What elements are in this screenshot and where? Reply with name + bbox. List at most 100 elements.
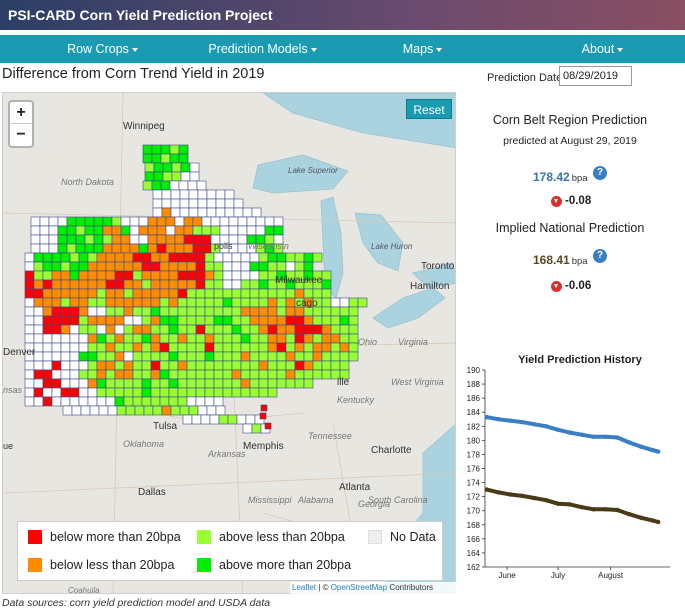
- county-cell[interactable]: [123, 369, 134, 380]
- county-cell[interactable]: [249, 288, 260, 299]
- county-cell[interactable]: [78, 396, 89, 407]
- county-cell[interactable]: [249, 252, 260, 263]
- county-cell[interactable]: [161, 207, 172, 218]
- county-cell[interactable]: [150, 387, 161, 398]
- county-cell[interactable]: [240, 297, 251, 308]
- county-cell[interactable]: [200, 414, 211, 425]
- county-cell[interactable]: [186, 270, 197, 281]
- county-cell[interactable]: [84, 243, 95, 254]
- county-cell[interactable]: [195, 342, 206, 353]
- county-cell[interactable]: [42, 378, 53, 389]
- county-cell[interactable]: [222, 306, 233, 317]
- county-cell[interactable]: [276, 351, 287, 362]
- county-cell[interactable]: [177, 315, 188, 326]
- county-cell[interactable]: [224, 198, 235, 209]
- county-cell[interactable]: [129, 216, 140, 227]
- county-cell[interactable]: [114, 315, 125, 326]
- county-cell[interactable]: [258, 315, 269, 326]
- county-cell[interactable]: [222, 351, 233, 362]
- county-cell[interactable]: [33, 324, 44, 335]
- nav-maps[interactable]: Maps: [320, 35, 525, 63]
- county-cell[interactable]: [111, 216, 122, 227]
- county-cell[interactable]: [42, 342, 53, 353]
- county-cell[interactable]: [186, 315, 197, 326]
- county-cell[interactable]: [168, 351, 179, 362]
- county-cell[interactable]: [78, 288, 89, 299]
- county-cell[interactable]: [24, 333, 35, 344]
- county-cell[interactable]: [132, 288, 143, 299]
- county-cell[interactable]: [245, 414, 256, 425]
- county-cell[interactable]: [69, 315, 80, 326]
- county-cell[interactable]: [78, 351, 89, 362]
- county-cell[interactable]: [60, 333, 71, 344]
- county-cell[interactable]: [57, 234, 68, 245]
- county-cell[interactable]: [132, 261, 143, 272]
- county-cell[interactable]: [222, 387, 233, 398]
- county-cell[interactable]: [141, 324, 152, 335]
- county-cell[interactable]: [24, 288, 35, 299]
- county-cell[interactable]: [160, 153, 171, 164]
- county-cell[interactable]: [231, 333, 242, 344]
- county-cell[interactable]: [24, 315, 35, 326]
- county-cell[interactable]: [273, 225, 284, 236]
- county-cell[interactable]: [152, 198, 163, 209]
- county-cell[interactable]: [204, 342, 215, 353]
- county-cell[interactable]: [204, 252, 215, 263]
- county-cell[interactable]: [62, 405, 73, 416]
- county-cell[interactable]: [168, 261, 179, 272]
- county-cell[interactable]: [141, 351, 152, 362]
- county-cell[interactable]: [348, 333, 359, 344]
- county-cell[interactable]: [33, 369, 44, 380]
- county-cell[interactable]: [213, 261, 224, 272]
- county-cell[interactable]: [60, 324, 71, 335]
- county-cell[interactable]: [132, 378, 143, 389]
- county-cell[interactable]: [258, 297, 269, 308]
- county-cell[interactable]: [24, 261, 35, 272]
- county-cell[interactable]: [160, 180, 171, 191]
- county-cell[interactable]: [96, 378, 107, 389]
- county-cell[interactable]: [51, 378, 62, 389]
- county-cell[interactable]: [123, 333, 134, 344]
- county-cell[interactable]: [132, 360, 143, 371]
- county-cell[interactable]: [240, 324, 251, 335]
- county-cell[interactable]: [84, 225, 95, 236]
- county-cell[interactable]: [330, 342, 341, 353]
- county-cell[interactable]: [51, 333, 62, 344]
- county-cell[interactable]: [204, 270, 215, 281]
- county-cell[interactable]: [197, 207, 208, 218]
- county-cell[interactable]: [249, 324, 260, 335]
- county-cell[interactable]: [123, 270, 134, 281]
- county-cell[interactable]: [69, 387, 80, 398]
- county-cell[interactable]: [66, 234, 77, 245]
- county-cell[interactable]: [134, 405, 145, 416]
- county-cell[interactable]: [246, 216, 257, 227]
- county-cell[interactable]: [141, 333, 152, 344]
- county-cell[interactable]: [267, 369, 278, 380]
- county-cell[interactable]: [237, 234, 248, 245]
- county-cell[interactable]: [96, 315, 107, 326]
- county-cell[interactable]: [60, 306, 71, 317]
- county-cell[interactable]: [276, 360, 287, 371]
- county-cell[interactable]: [141, 261, 152, 272]
- county-cell[interactable]: [142, 153, 153, 164]
- county-cell[interactable]: [161, 405, 172, 416]
- county-cell[interactable]: [60, 378, 71, 389]
- county-cell[interactable]: [188, 198, 199, 209]
- county-cell[interactable]: [204, 387, 215, 398]
- zoom-out-button[interactable]: −: [16, 126, 26, 143]
- yield-map[interactable]: Winnipeg North Dakota Lake Superior Wiscons…: [2, 92, 456, 594]
- county-cell[interactable]: [258, 288, 269, 299]
- county-cell[interactable]: [78, 252, 89, 263]
- county-cell[interactable]: [111, 225, 122, 236]
- county-cell[interactable]: [188, 405, 199, 416]
- county-cell[interactable]: [186, 261, 197, 272]
- county-cell[interactable]: [276, 333, 287, 344]
- county-cell[interactable]: [171, 171, 182, 182]
- county-cell[interactable]: [78, 378, 89, 389]
- county-cell[interactable]: [78, 324, 89, 335]
- county-cell[interactable]: [96, 306, 107, 317]
- county-cell[interactable]: [237, 216, 248, 227]
- county-cell[interactable]: [105, 261, 116, 272]
- county-cell[interactable]: [147, 243, 158, 254]
- county-cell[interactable]: [303, 315, 314, 326]
